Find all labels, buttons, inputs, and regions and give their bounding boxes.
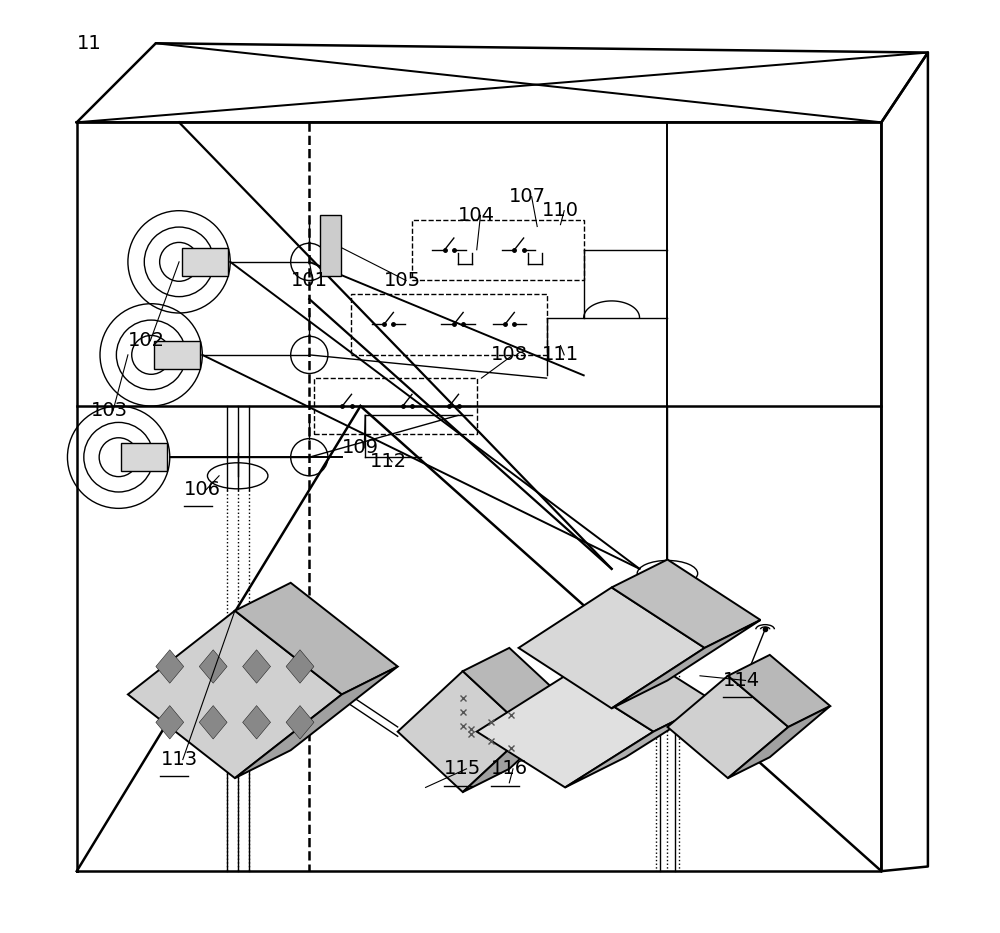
Polygon shape — [463, 648, 574, 731]
Text: 111: 111 — [542, 345, 579, 365]
Polygon shape — [463, 708, 574, 792]
Bar — [154, 341, 200, 369]
Text: 106: 106 — [184, 480, 221, 499]
Text: 113: 113 — [160, 750, 198, 769]
Bar — [121, 443, 167, 471]
Text: 115: 115 — [444, 759, 481, 778]
Bar — [314, 378, 477, 434]
Polygon shape — [286, 649, 314, 683]
Polygon shape — [235, 666, 398, 778]
Text: 108: 108 — [491, 345, 528, 365]
Polygon shape — [519, 588, 705, 708]
Polygon shape — [156, 705, 184, 739]
Text: 104: 104 — [458, 206, 495, 225]
Bar — [351, 295, 547, 355]
Bar — [320, 216, 341, 276]
Text: 11: 11 — [77, 34, 101, 53]
Text: 114: 114 — [723, 671, 760, 689]
Polygon shape — [243, 649, 271, 683]
Polygon shape — [398, 671, 528, 792]
Text: 103: 103 — [91, 401, 128, 420]
Bar — [412, 220, 584, 281]
Text: 109: 109 — [342, 439, 379, 457]
Polygon shape — [128, 611, 342, 778]
Polygon shape — [477, 675, 653, 787]
Polygon shape — [243, 705, 271, 739]
Polygon shape — [612, 620, 760, 708]
Polygon shape — [612, 560, 760, 648]
Polygon shape — [565, 702, 714, 787]
Polygon shape — [235, 583, 398, 694]
Text: 116: 116 — [491, 759, 528, 778]
Polygon shape — [728, 655, 830, 727]
Polygon shape — [286, 705, 314, 739]
Bar — [182, 248, 228, 276]
Text: 112: 112 — [370, 453, 407, 471]
Polygon shape — [565, 646, 714, 731]
Text: 110: 110 — [542, 202, 579, 220]
Polygon shape — [667, 675, 788, 778]
Polygon shape — [156, 649, 184, 683]
Polygon shape — [199, 649, 227, 683]
Text: 102: 102 — [128, 331, 165, 351]
Text: 105: 105 — [384, 271, 421, 290]
Text: 107: 107 — [509, 188, 546, 206]
Text: 101: 101 — [291, 271, 328, 290]
Polygon shape — [728, 706, 830, 778]
Polygon shape — [199, 705, 227, 739]
